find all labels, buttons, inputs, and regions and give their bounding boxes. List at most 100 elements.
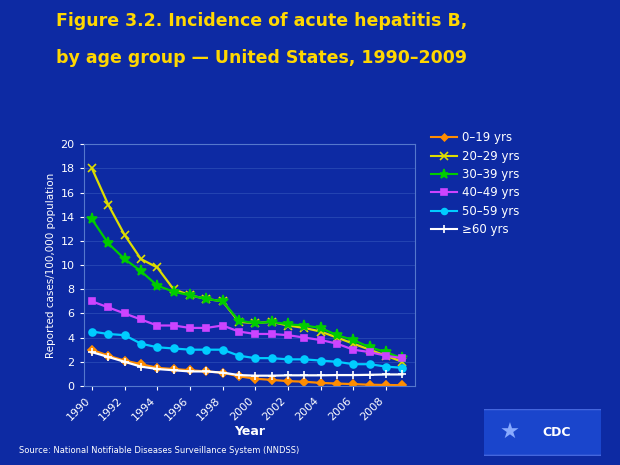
30–39 yrs [137,268,144,274]
0–19 yrs [317,380,324,386]
30–39 yrs [301,323,308,328]
20–29 yrs [301,325,308,331]
40–49 yrs [333,341,340,346]
30–39 yrs [366,345,373,350]
40–49 yrs [203,325,210,331]
20–29 yrs [284,323,291,328]
40–49 yrs [121,311,128,316]
Text: CDC: CDC [542,426,571,439]
30–39 yrs [350,337,357,343]
40–49 yrs [268,331,275,337]
40–49 yrs [252,331,259,337]
≥60 yrs [317,372,324,378]
≥60 yrs [186,369,193,374]
50–59 yrs [399,365,406,371]
20–29 yrs [121,232,128,238]
≥60 yrs [301,372,308,378]
Text: by age group — United States, 1990–2009: by age group — United States, 1990–2009 [56,49,467,67]
30–39 yrs [105,240,112,246]
0–19 yrs [235,373,242,379]
30–39 yrs [235,318,242,324]
40–49 yrs [301,335,308,340]
20–29 yrs [105,202,112,207]
50–59 yrs [284,357,291,362]
0–19 yrs [284,379,291,384]
0–19 yrs [383,382,390,388]
20–29 yrs [186,292,193,298]
≥60 yrs [105,354,112,360]
≥60 yrs [235,372,242,378]
50–59 yrs [268,355,275,361]
20–29 yrs [399,359,406,365]
20–29 yrs [268,319,275,325]
Text: Source: National Notifiable Diseases Surveillance System (NNDSS): Source: National Notifiable Diseases Sur… [19,446,299,455]
30–39 yrs [203,296,210,302]
20–29 yrs [137,256,144,262]
20–29 yrs [154,265,161,270]
40–49 yrs [235,329,242,334]
20–29 yrs [88,166,95,171]
30–39 yrs [333,332,340,338]
0–19 yrs [105,353,112,359]
0–19 yrs [170,366,177,372]
0–19 yrs [399,382,406,388]
50–59 yrs [235,353,242,359]
20–29 yrs [252,320,259,326]
30–39 yrs [383,349,390,355]
0–19 yrs [333,381,340,386]
30–39 yrs [186,292,193,298]
Line: 30–39 yrs: 30–39 yrs [86,213,408,364]
20–29 yrs [383,353,390,359]
50–59 yrs [219,347,226,352]
Line: 40–49 yrs: 40–49 yrs [89,298,406,362]
≥60 yrs [399,372,406,377]
40–49 yrs [399,355,406,361]
Line: 50–59 yrs: 50–59 yrs [89,328,406,371]
20–29 yrs [333,335,340,340]
0–19 yrs [88,347,95,352]
40–49 yrs [383,353,390,359]
≥60 yrs [350,372,357,378]
≥60 yrs [203,369,210,374]
30–39 yrs [219,299,226,304]
50–59 yrs [88,329,95,334]
30–39 yrs [284,321,291,327]
≥60 yrs [366,372,373,378]
20–29 yrs [350,341,357,346]
Line: 0–19 yrs: 0–19 yrs [89,347,405,388]
40–49 yrs [317,337,324,343]
30–39 yrs [317,325,324,331]
20–29 yrs [317,329,324,334]
Y-axis label: Reported cases/100,000 population: Reported cases/100,000 population [46,173,56,358]
Line: 20–29 yrs: 20–29 yrs [87,164,407,366]
30–39 yrs [88,216,95,222]
Text: ★: ★ [500,422,520,443]
50–59 yrs [137,341,144,346]
0–19 yrs [137,361,144,367]
50–59 yrs [317,358,324,363]
≥60 yrs [219,370,226,375]
0–19 yrs [154,365,161,371]
X-axis label: Year: Year [234,425,265,438]
20–29 yrs [203,296,210,302]
40–49 yrs [366,349,373,355]
40–49 yrs [105,305,112,310]
50–59 yrs [333,359,340,365]
≥60 yrs [154,366,161,372]
40–49 yrs [137,317,144,322]
50–59 yrs [121,332,128,338]
0–19 yrs [186,367,193,373]
50–59 yrs [301,357,308,362]
50–59 yrs [366,361,373,367]
40–49 yrs [284,332,291,338]
30–39 yrs [252,320,259,326]
40–49 yrs [154,323,161,328]
0–19 yrs [350,381,357,387]
40–49 yrs [88,299,95,304]
50–59 yrs [350,361,357,367]
50–59 yrs [170,345,177,351]
40–49 yrs [350,347,357,352]
20–29 yrs [235,319,242,325]
50–59 yrs [383,364,390,369]
30–39 yrs [121,256,128,262]
